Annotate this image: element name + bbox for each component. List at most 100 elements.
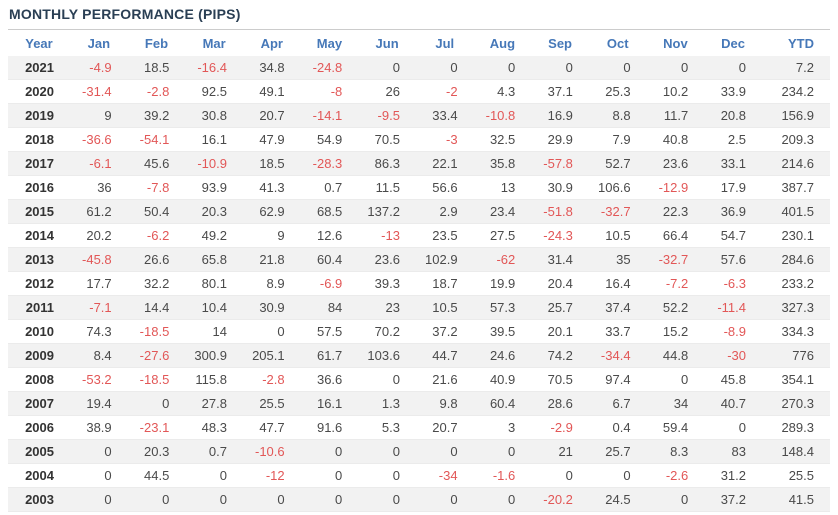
value-cell: 23.4 (473, 199, 532, 224)
value-cell: 8.4 (70, 343, 128, 368)
value-cell: 20.2 (70, 223, 128, 248)
value-cell: 26.6 (127, 247, 186, 272)
year-cell: 2014 (8, 223, 70, 248)
value-cell: 0.4 (588, 415, 647, 440)
value-cell: 20.3 (127, 439, 186, 464)
value-cell: -54.1 (127, 127, 186, 152)
value-cell: 21.8 (242, 247, 301, 272)
value-cell: 8.3 (646, 439, 705, 464)
value-cell: -2.9 (531, 415, 589, 440)
value-cell: 49.2 (185, 223, 243, 248)
year-cell: 2003 (8, 487, 70, 512)
value-cell: 70.5 (531, 367, 589, 392)
value-cell: 56.6 (415, 175, 474, 200)
year-cell: 2009 (8, 343, 70, 368)
value-cell: 39.3 (358, 271, 416, 296)
value-cell: 54.7 (704, 223, 762, 248)
value-cell: 37.4 (588, 295, 647, 320)
value-cell: 26 (358, 79, 416, 104)
ytd-cell: 354.1 (762, 367, 830, 392)
value-cell: 0 (242, 319, 301, 344)
value-cell: 0.7 (300, 175, 359, 200)
value-cell: 35 (588, 247, 647, 272)
header-row: Year Jan Feb Mar Apr May Jun Jul Aug Sep Oct Nov Dec… (8, 30, 830, 56)
value-cell: -18.5 (127, 367, 186, 392)
table-row-2012: 2012 17.7 32.2 80.1 8.9 -6.9 39.3 18.7 19.9 20.4 1… (8, 271, 830, 296)
table-row-2003: 2003 0 0 0 0 0 0 0 0 -20.2 24.5 0 37.2 41.5 (8, 487, 830, 512)
value-cell: 28.6 (531, 391, 589, 416)
value-cell: 20.7 (242, 103, 301, 128)
ytd-cell: 156.9 (762, 103, 830, 128)
value-cell: 36 (70, 175, 128, 200)
value-cell: 39.5 (473, 319, 532, 344)
value-cell: 20.8 (704, 103, 762, 128)
value-cell: 16.4 (588, 271, 647, 296)
value-cell: 38.9 (70, 415, 128, 440)
value-cell: 33.9 (704, 79, 762, 104)
value-cell: -16.4 (185, 56, 243, 80)
value-cell: 36.6 (300, 367, 359, 392)
value-cell: 0 (70, 439, 128, 464)
value-cell: 57.6 (704, 247, 762, 272)
table-row-2007: 2007 19.4 0 27.8 25.5 16.1 1.3 9.8 60.4 28.6 6.7 34… (8, 391, 830, 416)
value-cell: 27.5 (473, 223, 532, 248)
ytd-cell: 387.7 (762, 175, 830, 200)
value-cell: -23.1 (127, 415, 186, 440)
year-cell: 2019 (8, 103, 70, 128)
table-row-2013: 2013 -45.8 26.6 65.8 21.8 60.4 23.6 102.9 -62 31.… (8, 247, 830, 272)
value-cell: 0 (70, 463, 128, 488)
value-cell: 3 (473, 415, 532, 440)
value-cell: 19.9 (473, 271, 532, 296)
table-row-2015: 2015 61.2 50.4 20.3 62.9 68.5 137.2 2.9 23.4 -51.… (8, 199, 830, 224)
value-cell: 47.9 (242, 127, 301, 152)
value-cell: 20.4 (531, 271, 589, 296)
value-cell: 0 (127, 391, 186, 416)
value-cell: 0 (300, 487, 359, 512)
value-cell: 50.4 (127, 199, 186, 224)
ytd-cell: 214.6 (762, 151, 830, 176)
value-cell: 10.4 (185, 295, 243, 320)
column-header-nov: Nov (663, 35, 688, 51)
value-cell: 24.5 (588, 487, 647, 512)
value-cell: 1.3 (358, 391, 416, 416)
value-cell: 16.9 (531, 103, 589, 128)
year-cell: 2021 (8, 56, 70, 80)
value-cell: -10.6 (242, 439, 301, 464)
value-cell: -20.2 (531, 487, 589, 512)
value-cell: 14.4 (127, 295, 186, 320)
value-cell: 0 (415, 439, 474, 464)
column-header-mar: Mar (202, 35, 226, 51)
value-cell: 60.4 (300, 247, 359, 272)
value-cell: 44.8 (646, 343, 705, 368)
value-cell: 18.7 (415, 271, 474, 296)
value-cell: -7.8 (127, 175, 186, 200)
value-cell: 17.7 (70, 271, 128, 296)
table-row-2018: 2018 -36.6 -54.1 16.1 47.9 54.9 70.5 -3 32.5 29.9… (8, 127, 830, 152)
value-cell: 0 (300, 463, 359, 488)
value-cell: 33.7 (588, 319, 647, 344)
value-cell: 25.7 (531, 295, 589, 320)
value-cell: 115.8 (185, 367, 243, 392)
ytd-cell: 25.5 (762, 463, 830, 488)
value-cell: 2.9 (415, 199, 474, 224)
value-cell: 15.2 (646, 319, 705, 344)
column-header-apr: Apr (260, 35, 283, 51)
monthly-performance-table: Year Jan Feb Mar Apr May Jun Jul Aug Sep Oct Nov Dec… (8, 30, 830, 512)
value-cell: 47.7 (242, 415, 301, 440)
ytd-cell: 41.5 (762, 487, 830, 512)
value-cell: 0 (646, 367, 705, 392)
ytd-cell: 327.3 (762, 295, 830, 320)
value-cell: 20.7 (415, 415, 474, 440)
value-cell: 0 (531, 56, 589, 80)
value-cell: 60.4 (473, 391, 532, 416)
value-cell: -10.9 (185, 151, 243, 176)
value-cell: 0 (127, 487, 186, 512)
value-cell: 16.1 (300, 391, 359, 416)
value-cell: -45.8 (70, 247, 128, 272)
value-cell: 20.1 (531, 319, 589, 344)
value-cell: 34.8 (242, 56, 301, 80)
value-cell: -30 (704, 343, 762, 368)
value-cell: -32.7 (646, 247, 705, 272)
value-cell: 31.2 (704, 463, 762, 488)
